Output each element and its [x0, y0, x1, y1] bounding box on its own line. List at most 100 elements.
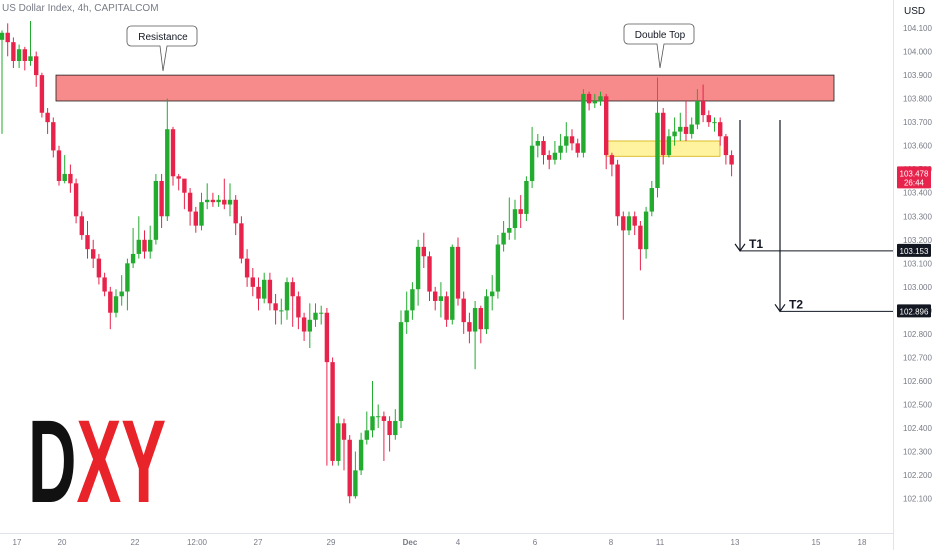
target2-price-tag-bg: [897, 304, 931, 318]
watermark-letters-xy: XY: [76, 396, 166, 528]
candle-body: [153, 180, 159, 240]
candle-body: [729, 155, 734, 165]
candle-body: [547, 155, 552, 160]
double-top-callout-bubble: [623, 23, 695, 69]
candle-body: [598, 96, 603, 101]
candle-body: [575, 143, 580, 153]
candle-body: [267, 279, 273, 304]
candle-body: [444, 296, 449, 320]
time-tick-label: 17: [13, 538, 22, 547]
time-tick-label: 22: [131, 538, 140, 547]
candle-body: [438, 296, 444, 301]
candle-body: [341, 423, 347, 440]
price-tick-label: 103.700: [903, 118, 932, 127]
candle-body: [113, 296, 119, 313]
candle-body: [643, 211, 649, 250]
candle-body: [535, 140, 540, 146]
time-tick-label: 8: [609, 538, 614, 547]
candle-body: [398, 322, 404, 421]
candle-body: [621, 216, 626, 231]
time-tick-label: 12:00: [187, 538, 208, 547]
candle-body: [518, 209, 523, 214]
candle-body: [233, 199, 238, 224]
price-tick-label: 104.000: [903, 48, 932, 57]
time-tick-label: 6: [533, 538, 538, 547]
candle-body: [296, 296, 301, 318]
candle-body: [358, 439, 364, 471]
candle-body: [353, 470, 358, 497]
candle-body: [393, 420, 398, 436]
candle-body: [301, 317, 307, 332]
candle-body: [79, 216, 84, 236]
price-tick-label: 103.900: [903, 71, 932, 80]
candles-group: [0, 21, 734, 504]
candle-body: [700, 100, 706, 116]
candle-body: [96, 258, 102, 278]
time-tick-label: 15: [812, 538, 821, 547]
price-tick-label: 103.600: [903, 142, 932, 151]
time-tick-label: Dec: [403, 538, 418, 547]
candle-body: [336, 423, 341, 461]
candle-body: [495, 244, 501, 292]
candle-body: [484, 296, 489, 330]
candle-body: [142, 239, 147, 252]
candle-body: [661, 112, 666, 156]
candle-body: [387, 420, 392, 436]
candle-body: [239, 223, 244, 259]
candle-body: [324, 312, 330, 363]
candle-body: [125, 263, 130, 292]
time-tick-label: 11: [656, 538, 665, 547]
candle-body: [552, 152, 558, 160]
candle-body: [102, 277, 107, 292]
watermark-text: DXY: [28, 396, 166, 528]
candle-body: [415, 246, 421, 290]
price-tick-label: 102.600: [903, 377, 932, 386]
time-axis-separator: [0, 533, 893, 534]
candle-body: [410, 289, 415, 311]
price-tick-label: 102.300: [903, 448, 932, 457]
candle-body: [689, 124, 694, 134]
candle-body: [615, 164, 620, 217]
time-tick-label: 13: [731, 538, 740, 547]
candle-body: [507, 228, 512, 233]
target2-label: T2: [789, 297, 803, 311]
candle-body: [205, 199, 210, 203]
candle-body: [148, 239, 153, 252]
candle-body: [22, 49, 27, 61]
candle-body: [187, 192, 193, 212]
candle-body: [262, 279, 267, 299]
candle-body: [455, 246, 461, 299]
candle-body: [250, 277, 255, 287]
target1-label: T1: [749, 237, 763, 251]
time-tick-label: 18: [858, 538, 867, 547]
last-price-value: 103.478: [900, 169, 929, 178]
candle-body: [170, 129, 176, 177]
candle-body: [569, 136, 575, 144]
candle-body: [592, 100, 597, 104]
candle-body: [330, 362, 335, 461]
candle-body: [564, 136, 569, 146]
candle-body: [279, 310, 284, 312]
candle-body: [193, 211, 198, 226]
watermark-letter-d: D: [28, 396, 76, 528]
candle-body: [427, 256, 432, 292]
price-tick-label: 103.300: [903, 212, 932, 221]
time-tick-label: 4: [456, 538, 461, 547]
price-tick-label: 103.400: [903, 189, 932, 198]
candle-body: [273, 303, 278, 311]
candle-body: [216, 199, 221, 203]
candle-body: [256, 286, 261, 299]
candle-body: [558, 145, 563, 153]
target1-price-tag: 103.153: [900, 247, 929, 256]
candle-body: [227, 199, 233, 205]
candle-body: [284, 282, 290, 311]
candle-body: [182, 178, 187, 193]
candle-body: [683, 126, 689, 134]
candle-body: [706, 115, 711, 123]
price-tick-label: 102.100: [903, 495, 932, 504]
candle-body: [5, 32, 10, 43]
candle-body: [222, 199, 227, 205]
chart-title: US Dollar Index, 4h, CAPITALCOM: [2, 3, 159, 14]
